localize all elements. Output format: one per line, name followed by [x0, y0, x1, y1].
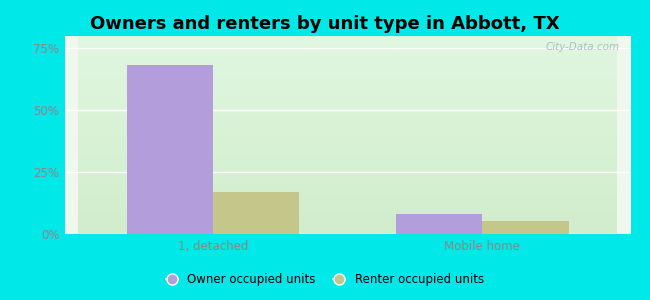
Text: Owners and renters by unit type in Abbott, TX: Owners and renters by unit type in Abbot… — [90, 15, 560, 33]
Legend: Owner occupied units, Renter occupied units: Owner occupied units, Renter occupied un… — [161, 269, 489, 291]
Bar — [127, 65, 213, 234]
Bar — [482, 221, 569, 234]
Text: City-Data.com: City-Data.com — [545, 42, 619, 52]
Bar — [396, 214, 482, 234]
Bar — [213, 192, 299, 234]
